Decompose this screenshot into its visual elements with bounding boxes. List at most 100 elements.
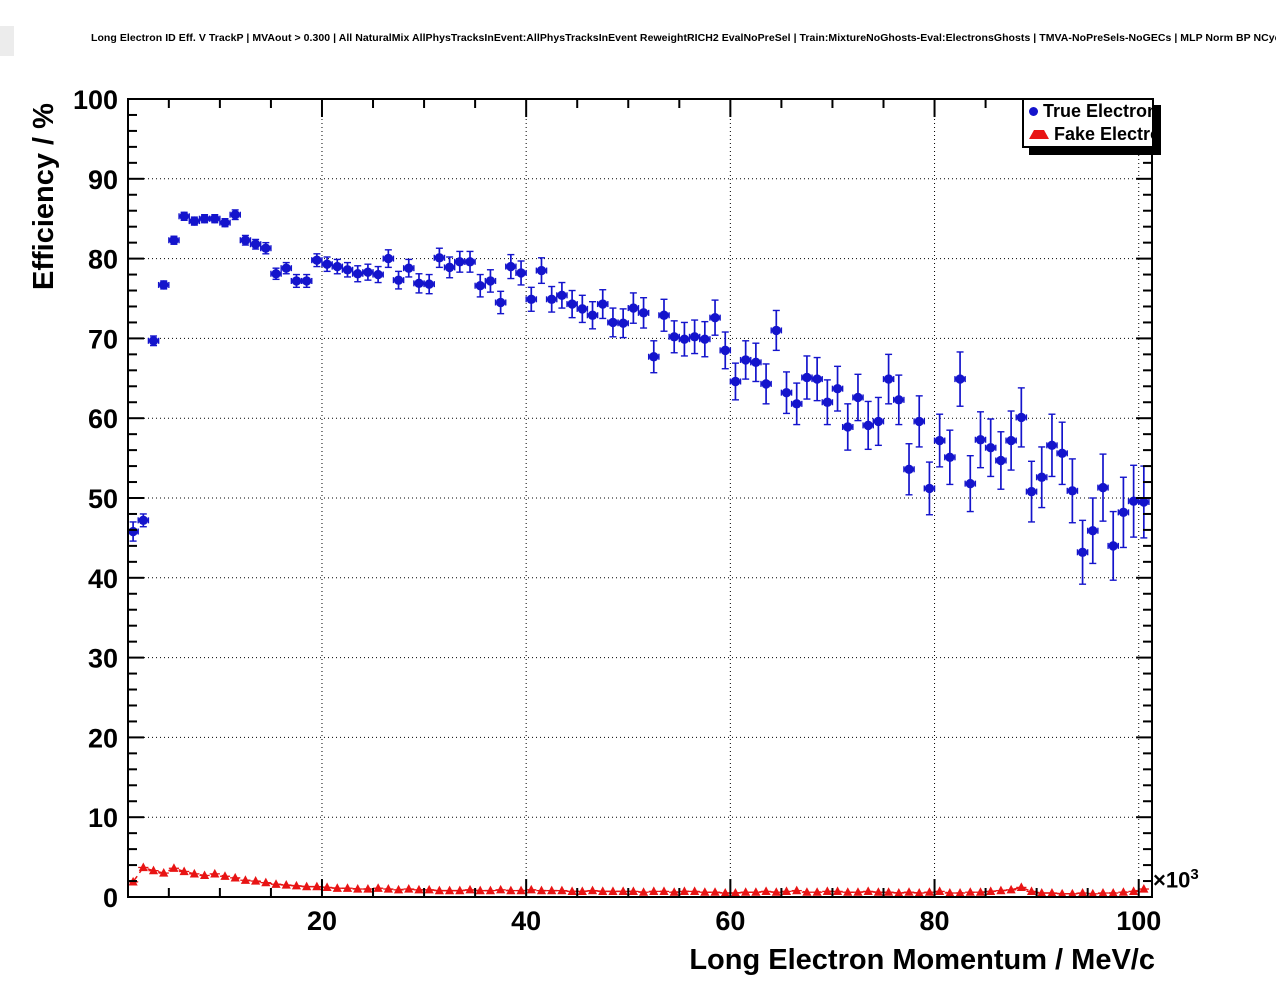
fake-electron-point xyxy=(199,870,210,880)
true-electron-point xyxy=(271,269,281,279)
legend-entry-true-electron: True Electron xyxy=(1024,100,1152,123)
y-axis-title: Efficiency / % xyxy=(28,103,60,290)
true-electron-point xyxy=(1016,412,1027,423)
true-electron-point xyxy=(751,357,761,368)
fake-electron-point xyxy=(506,885,516,895)
fake-electron-point xyxy=(904,887,914,896)
true-electron-point xyxy=(924,483,935,494)
true-electron-point xyxy=(649,352,659,362)
true-electron-point xyxy=(1108,541,1118,551)
fake-electron-point xyxy=(302,881,312,891)
fake-electron-point xyxy=(363,884,373,893)
true-electron-point xyxy=(587,310,598,320)
true-electron-point xyxy=(169,235,179,245)
fake-electron-point xyxy=(1088,888,1098,897)
fake-electron-point xyxy=(751,887,761,896)
fake-electron-point xyxy=(832,886,843,896)
fake-electron-point xyxy=(873,887,883,896)
fake-electron-point xyxy=(557,885,567,895)
fake-electron-point xyxy=(863,886,873,896)
fake-electron-point xyxy=(496,884,506,894)
true-electron-point xyxy=(465,257,475,267)
fake-electron-point xyxy=(883,887,894,896)
true-electron-point xyxy=(730,376,741,387)
true-electron-point xyxy=(679,334,690,344)
true-electron-point xyxy=(761,379,771,389)
true-electron-point xyxy=(434,253,445,263)
fake-electron-point xyxy=(332,883,342,892)
fake-electron-point xyxy=(220,871,230,880)
fake-electron-point xyxy=(935,886,945,896)
true-electron-point xyxy=(720,345,730,356)
fake-electron-series xyxy=(128,862,1149,897)
true-electron-point xyxy=(638,308,649,318)
true-electron-point xyxy=(955,374,965,384)
true-electron-point xyxy=(128,526,138,537)
fake-electron-point xyxy=(822,886,832,896)
fake-electron-point xyxy=(465,884,475,894)
fake-electron-point xyxy=(414,884,424,894)
fake-electron-point xyxy=(741,887,751,896)
true-electron-point xyxy=(1026,486,1037,497)
true-electron-point xyxy=(1057,448,1067,459)
legend-label: True Electron xyxy=(1043,101,1154,121)
true-electron-point xyxy=(495,297,506,308)
fake-electron-point xyxy=(312,881,322,891)
true-electron-point xyxy=(526,294,536,304)
true-electron-point xyxy=(965,478,975,489)
fake-electron-point xyxy=(730,888,741,897)
y-tick-label: 80 xyxy=(88,245,118,275)
true-electron-point xyxy=(199,214,210,224)
true-electron-point xyxy=(1098,482,1108,493)
fake-electron-point xyxy=(455,885,465,895)
fake-electron-point xyxy=(424,884,434,894)
true-electron-point xyxy=(934,435,945,446)
fake-electron-point xyxy=(1108,888,1118,897)
true-electron-point xyxy=(1037,472,1047,482)
fake-electron-point xyxy=(179,866,189,876)
fake-electron-point xyxy=(322,882,332,892)
true-electron-point xyxy=(914,416,924,427)
fake-electron-point xyxy=(240,875,251,884)
true-electron-point xyxy=(281,263,291,273)
fake-electron-point xyxy=(771,887,781,896)
fake-electron-point xyxy=(792,885,802,895)
fake-electron-point xyxy=(955,888,965,897)
fake-electron-point xyxy=(802,887,812,896)
true-electron-point xyxy=(444,262,455,273)
true-electron-point xyxy=(189,216,200,226)
fake-electron-point xyxy=(526,884,536,894)
fake-electron-point xyxy=(516,885,526,895)
fake-electron-point xyxy=(1118,887,1129,896)
fake-electron-point xyxy=(587,885,598,895)
true-electron-point xyxy=(853,392,863,403)
fake-electron-point xyxy=(434,885,444,895)
fake-electron-point xyxy=(1037,888,1047,897)
legend-entry-fake-electron: Fake Electron xyxy=(1024,123,1152,146)
true-electron-point xyxy=(1088,526,1098,536)
true-electron-point xyxy=(608,317,618,328)
fake-electron-point xyxy=(781,886,792,896)
fake-electron-point xyxy=(649,886,659,896)
true-electron-point xyxy=(291,276,302,286)
fake-electron-point xyxy=(485,885,496,895)
fake-electron-point xyxy=(638,887,649,896)
true-electron-point xyxy=(393,275,404,285)
fake-electron-point xyxy=(1057,888,1067,897)
true-electron-point xyxy=(689,332,700,342)
true-electron-point xyxy=(516,268,526,278)
fake-electron-point xyxy=(1047,888,1057,897)
fake-electron-point xyxy=(210,868,220,878)
true-electron-point xyxy=(1067,486,1078,496)
x-axis: 20 40 60 80 100 xyxy=(167,99,1161,936)
legend-label: Fake Electron xyxy=(1054,124,1152,144)
true-electron-point xyxy=(628,303,639,313)
y-tick-label: 60 xyxy=(88,404,118,434)
fake-electron-point xyxy=(383,884,393,893)
fake-electron-point xyxy=(577,886,587,896)
fake-electron-point xyxy=(986,886,996,896)
true-electron-point xyxy=(863,420,873,431)
fake-electron-point xyxy=(1016,882,1026,892)
true-electron-point xyxy=(577,304,588,314)
y-tick-label: 100 xyxy=(73,85,118,115)
